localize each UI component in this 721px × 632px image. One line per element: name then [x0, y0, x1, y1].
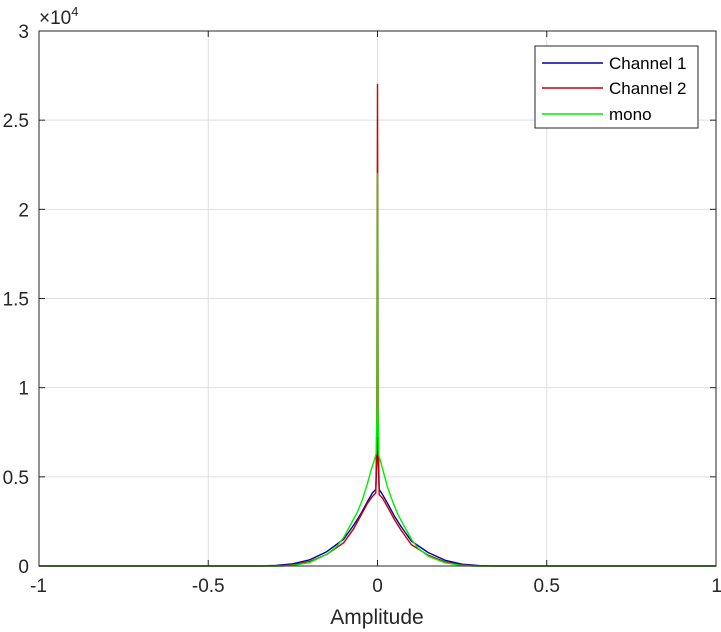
y-tick-label: 3: [18, 22, 29, 43]
x-tick-label: -0.5: [192, 576, 225, 597]
legend-label-channel-1: Channel 1: [609, 54, 687, 73]
y-tick-label: 1.5: [3, 290, 29, 311]
y-tick-label: 2.5: [3, 111, 29, 132]
x-tick-label: -1: [30, 576, 47, 597]
legend-label-mono: mono: [609, 105, 652, 124]
series-line-mono: [39, 172, 716, 567]
legend-label-channel-2: Channel 2: [609, 79, 687, 98]
tick-labels: -1 -0.5 0 0.5 1 0 0.5 1 1.5 2 2.5 3: [3, 22, 721, 597]
series-line-channel-1: [39, 436, 716, 567]
y-tick-label: 2: [18, 200, 29, 221]
legend: Channel 1 Channel 2 mono: [534, 45, 699, 129]
tick-marks: [38, 30, 717, 567]
x-tick-label: 1: [711, 576, 721, 597]
y-tick-label: 0: [18, 557, 29, 578]
x-tick-label: 0.5: [534, 576, 560, 597]
y-tick-label: 1: [18, 379, 29, 400]
x-tick-label: 0: [372, 576, 383, 597]
series-layer: [39, 83, 716, 567]
y-tick-label: 0.5: [3, 468, 29, 489]
x-axis-label: Amplitude: [330, 606, 423, 629]
y-exponent-label: ×104: [39, 4, 78, 29]
